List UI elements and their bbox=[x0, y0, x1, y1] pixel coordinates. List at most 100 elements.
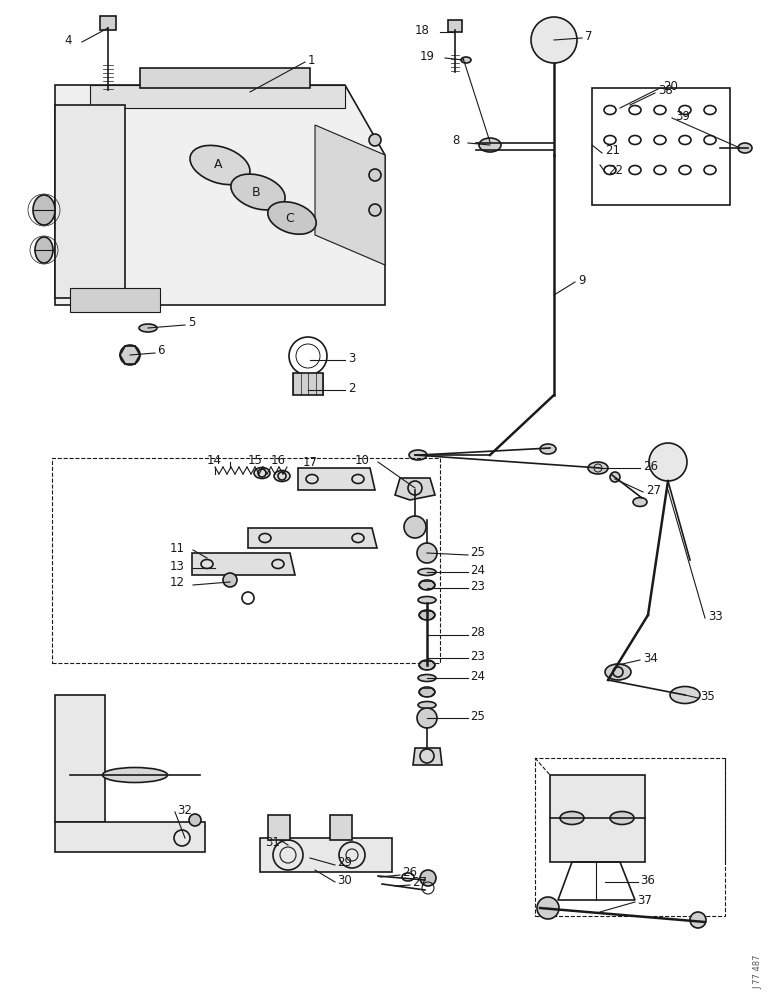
Text: 35: 35 bbox=[700, 690, 715, 702]
Text: 27: 27 bbox=[412, 876, 427, 890]
Circle shape bbox=[610, 472, 620, 482]
Ellipse shape bbox=[190, 145, 250, 185]
Circle shape bbox=[120, 345, 140, 365]
Circle shape bbox=[690, 912, 706, 928]
Text: 24: 24 bbox=[470, 564, 485, 576]
Text: 16: 16 bbox=[270, 454, 286, 466]
Bar bbox=[535, 758, 725, 916]
Text: 22: 22 bbox=[608, 163, 623, 176]
Polygon shape bbox=[315, 125, 385, 265]
Polygon shape bbox=[90, 85, 345, 108]
Ellipse shape bbox=[670, 686, 700, 704]
Text: 23: 23 bbox=[470, 650, 485, 662]
Ellipse shape bbox=[610, 812, 634, 824]
Text: 38: 38 bbox=[658, 85, 672, 98]
Text: 7: 7 bbox=[585, 29, 592, 42]
Ellipse shape bbox=[588, 462, 608, 474]
Circle shape bbox=[223, 573, 237, 587]
Ellipse shape bbox=[35, 237, 53, 263]
Text: 19: 19 bbox=[420, 49, 435, 62]
Polygon shape bbox=[293, 373, 323, 395]
Text: 18: 18 bbox=[415, 23, 430, 36]
Text: 24: 24 bbox=[470, 670, 485, 682]
Bar bbox=[448, 20, 462, 32]
Polygon shape bbox=[248, 528, 377, 548]
Bar bbox=[100, 16, 116, 30]
Bar bbox=[52, 458, 440, 663]
Polygon shape bbox=[70, 288, 160, 312]
Circle shape bbox=[404, 516, 426, 538]
Circle shape bbox=[189, 814, 201, 826]
Text: 26: 26 bbox=[643, 460, 658, 473]
Circle shape bbox=[417, 708, 437, 728]
Ellipse shape bbox=[419, 660, 435, 670]
Ellipse shape bbox=[419, 580, 435, 590]
Text: 25: 25 bbox=[470, 710, 485, 722]
Polygon shape bbox=[55, 85, 385, 305]
Text: 21: 21 bbox=[605, 144, 620, 157]
Text: 11: 11 bbox=[170, 542, 185, 554]
Text: B: B bbox=[252, 186, 260, 198]
Polygon shape bbox=[55, 822, 205, 852]
Text: 34: 34 bbox=[643, 652, 658, 664]
Ellipse shape bbox=[418, 674, 436, 682]
Text: 1: 1 bbox=[308, 53, 316, 66]
Ellipse shape bbox=[540, 444, 556, 454]
Text: 36: 36 bbox=[640, 874, 655, 886]
Text: 37: 37 bbox=[637, 894, 652, 906]
Ellipse shape bbox=[419, 610, 435, 620]
Ellipse shape bbox=[738, 143, 752, 153]
Text: 33: 33 bbox=[708, 609, 723, 622]
Polygon shape bbox=[140, 68, 310, 88]
Ellipse shape bbox=[418, 702, 436, 708]
Polygon shape bbox=[298, 468, 375, 490]
Ellipse shape bbox=[33, 195, 55, 225]
Text: 3: 3 bbox=[348, 352, 355, 364]
Circle shape bbox=[531, 17, 577, 63]
Text: 6: 6 bbox=[157, 344, 164, 358]
Circle shape bbox=[369, 204, 381, 216]
Circle shape bbox=[417, 543, 437, 563]
Text: 17: 17 bbox=[303, 456, 317, 468]
Circle shape bbox=[369, 134, 381, 146]
Polygon shape bbox=[268, 815, 290, 840]
Circle shape bbox=[649, 443, 687, 481]
Text: C: C bbox=[286, 212, 294, 225]
Text: 12: 12 bbox=[170, 576, 185, 589]
Text: 2: 2 bbox=[348, 381, 355, 394]
Text: 25: 25 bbox=[470, 546, 485, 560]
Text: 9: 9 bbox=[578, 273, 585, 286]
Text: 20: 20 bbox=[663, 80, 678, 93]
Ellipse shape bbox=[418, 596, 436, 603]
Ellipse shape bbox=[409, 450, 427, 460]
Ellipse shape bbox=[419, 687, 435, 697]
Text: 26: 26 bbox=[402, 866, 417, 880]
Polygon shape bbox=[395, 478, 435, 500]
Text: 32: 32 bbox=[177, 804, 192, 816]
Text: 23: 23 bbox=[470, 580, 485, 592]
Text: 15: 15 bbox=[248, 454, 262, 466]
Text: 29: 29 bbox=[337, 856, 352, 869]
Text: 27: 27 bbox=[646, 484, 661, 496]
Circle shape bbox=[369, 169, 381, 181]
Polygon shape bbox=[550, 775, 645, 862]
Circle shape bbox=[420, 870, 436, 886]
Text: 5: 5 bbox=[188, 316, 195, 330]
Ellipse shape bbox=[461, 57, 471, 63]
Ellipse shape bbox=[633, 497, 647, 506]
Polygon shape bbox=[413, 748, 442, 765]
Polygon shape bbox=[330, 815, 352, 840]
Ellipse shape bbox=[418, 568, 436, 576]
Text: 30: 30 bbox=[337, 874, 352, 886]
Polygon shape bbox=[260, 838, 392, 872]
Text: 28: 28 bbox=[470, 626, 485, 640]
Ellipse shape bbox=[103, 768, 168, 782]
Ellipse shape bbox=[274, 471, 290, 482]
Ellipse shape bbox=[231, 174, 285, 210]
Ellipse shape bbox=[479, 138, 501, 152]
Polygon shape bbox=[55, 695, 105, 822]
Text: 14: 14 bbox=[207, 454, 222, 466]
Text: 4: 4 bbox=[65, 34, 72, 47]
Polygon shape bbox=[55, 105, 125, 298]
Ellipse shape bbox=[268, 202, 317, 234]
